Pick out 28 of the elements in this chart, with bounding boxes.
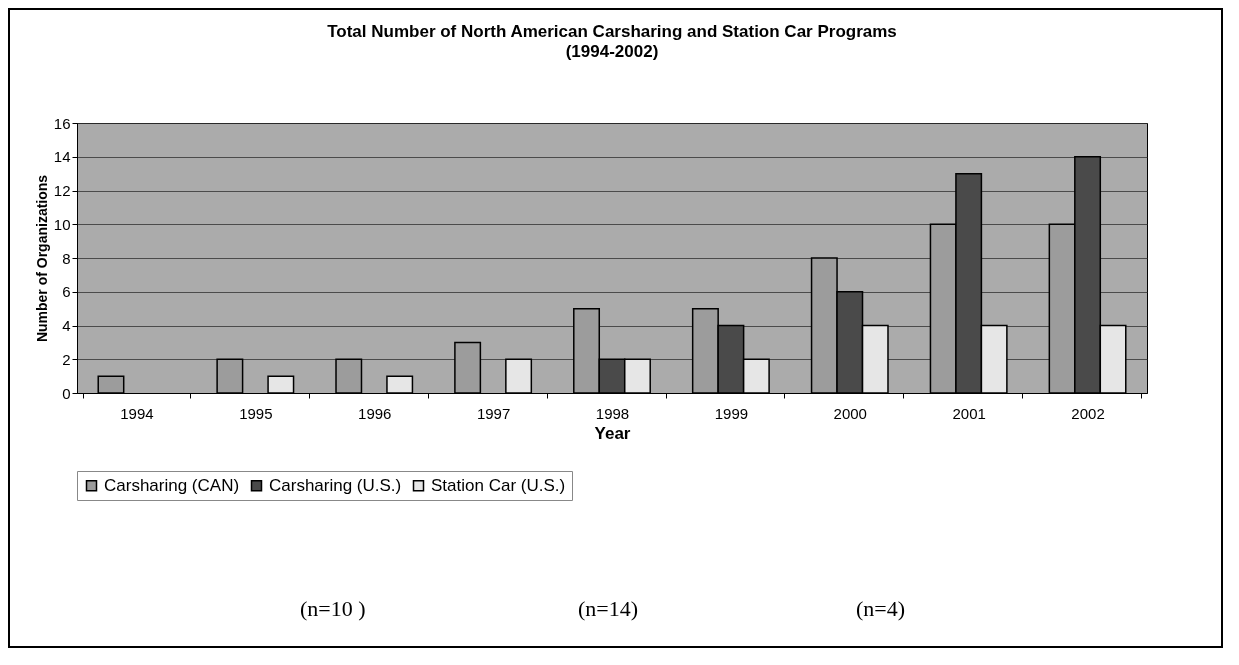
x-tick-label: 1998 — [595, 404, 630, 422]
y-tick-label: 14 — [53, 148, 71, 166]
chart-title: Total Number of North American Carsharing and Station Car Programs — [327, 22, 897, 41]
x-tick-label: 1995 — [239, 404, 273, 422]
y-axis-title: Number of Organizations — [33, 174, 50, 343]
y-tick-label: 12 — [53, 182, 71, 199]
x-tick-label: 1999 — [714, 404, 749, 422]
y-tick-label: 6 — [62, 283, 71, 301]
x-tick-label: 1994 — [120, 404, 154, 422]
x-axis-title: Year — [594, 423, 631, 443]
legend-label: Carsharing (CAN) — [104, 475, 240, 495]
chart-subtitle: (1994-2002) — [565, 42, 659, 61]
y-tick-label: 2 — [62, 350, 71, 368]
legend-label: Carsharing (U.S.) — [269, 475, 402, 495]
y-tick-label: 8 — [62, 249, 71, 267]
x-tick-label: 1997 — [476, 404, 511, 422]
x-tick-label: 2001 — [952, 404, 986, 422]
legend-label: Station Car (U.S.) — [431, 475, 566, 495]
y-tick-label: 16 — [53, 114, 71, 132]
text: (n=14) — [578, 596, 639, 622]
text: (n=4) — [856, 596, 906, 622]
y-tick-label: 0 — [62, 384, 71, 402]
x-tick-label: 1996 — [358, 404, 392, 422]
y-tick-label: 10 — [53, 215, 71, 233]
text: (n=10 ) — [300, 596, 366, 622]
x-tick-label: 2000 — [833, 404, 867, 422]
y-tick-label: 4 — [62, 317, 71, 334]
x-tick-label: 2002 — [1071, 404, 1105, 422]
